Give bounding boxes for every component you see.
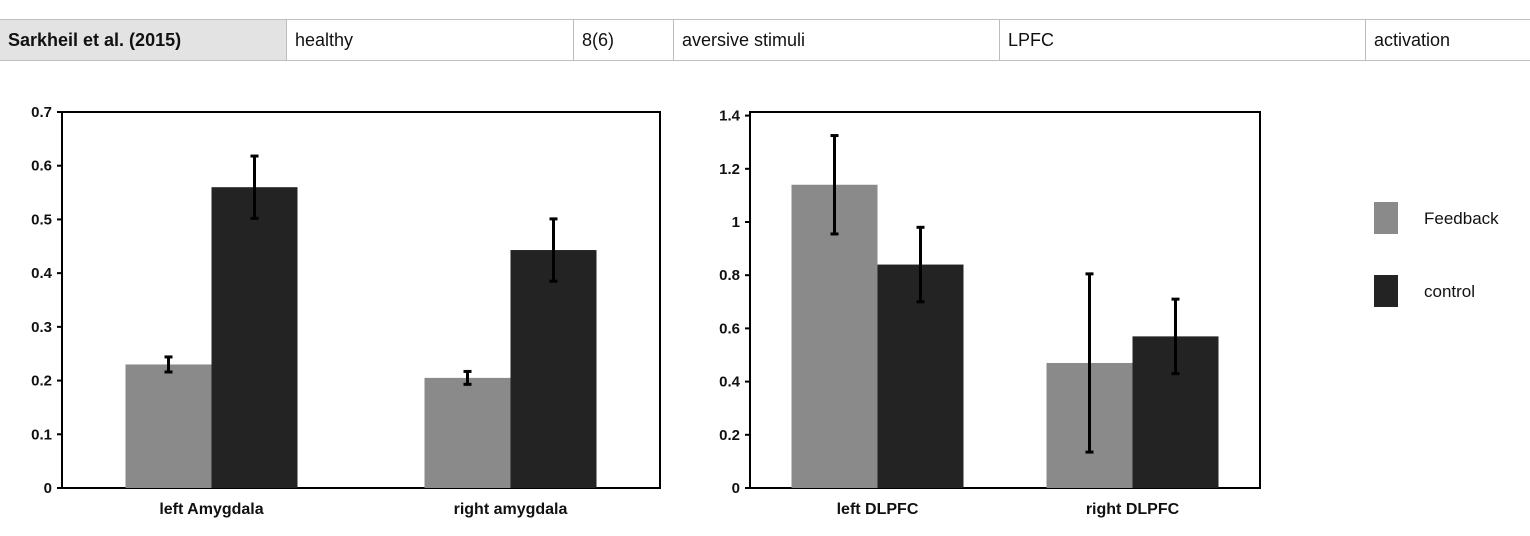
y-tick-label: 0.8 bbox=[719, 267, 740, 284]
legend-label: control bbox=[1424, 282, 1475, 301]
y-tick-label: 0.5 bbox=[31, 211, 52, 228]
table-cell-region: LPFC bbox=[1000, 20, 1366, 60]
y-tick-label: 1.2 bbox=[719, 161, 740, 178]
y-tick-label: 0 bbox=[44, 480, 52, 497]
dlpfc-bar-chart: 0 0.2 0.4 0.6 0.8 1 1.2 1.4 left DLPFC right DLPF… bbox=[700, 90, 1530, 520]
x-category-label: left Amygdala bbox=[159, 501, 263, 518]
table-cell-effect: activation bbox=[1374, 30, 1451, 50]
amygdala-bar-chart: 0 0.1 0.2 0.3 0.4 0.5 0.6 0.7 left Amygdala right… bbox=[0, 90, 680, 520]
x-category-label: right DLPFC bbox=[1086, 501, 1180, 518]
x-category-label: left DLPFC bbox=[837, 501, 919, 518]
y-tick-label: 0.4 bbox=[719, 374, 741, 391]
bar bbox=[125, 364, 212, 488]
table-cell-study: Sarkheil et al. (2015) bbox=[0, 20, 287, 60]
y-tick-label: 0.2 bbox=[31, 373, 52, 390]
table-cell-task: aversive stimuli bbox=[674, 20, 1000, 60]
legend-swatch bbox=[1374, 275, 1398, 307]
amygdala-chart-svg: 0 0.1 0.2 0.3 0.4 0.5 0.6 0.7 left Amygdala right… bbox=[31, 104, 661, 518]
x-category-label: right amygdala bbox=[454, 501, 568, 518]
dlpfc-chart-svg: 0 0.2 0.4 0.6 0.8 1 1.2 1.4 left DLPFC right DLPF… bbox=[719, 108, 1499, 518]
bar bbox=[424, 377, 511, 488]
bar bbox=[211, 187, 298, 488]
y-tick-label: 0.4 bbox=[31, 265, 53, 282]
table-cell-population: healthy bbox=[287, 20, 574, 60]
legend-swatch bbox=[1374, 202, 1398, 234]
y-tick-label: 0.3 bbox=[31, 319, 52, 336]
y-tick-label: 0.7 bbox=[31, 104, 52, 121]
table-row: Sarkheil et al. (2015) healthy 8(6) aver… bbox=[0, 19, 1530, 61]
table-cell-sample: 8(6) bbox=[574, 20, 674, 60]
y-tick-label: 1 bbox=[732, 214, 740, 231]
y-tick-label: 0.1 bbox=[31, 426, 52, 443]
y-tick-label: 1.4 bbox=[719, 108, 741, 125]
bar bbox=[510, 250, 597, 488]
plot-frame bbox=[749, 111, 1261, 489]
y-tick-label: 0.6 bbox=[31, 158, 52, 175]
plot-frame bbox=[61, 111, 661, 489]
y-tick-label: 0.2 bbox=[719, 427, 740, 444]
y-tick-label: 0 bbox=[732, 480, 740, 497]
y-tick-label: 0.6 bbox=[719, 320, 740, 337]
legend-label: Feedback bbox=[1424, 209, 1499, 228]
